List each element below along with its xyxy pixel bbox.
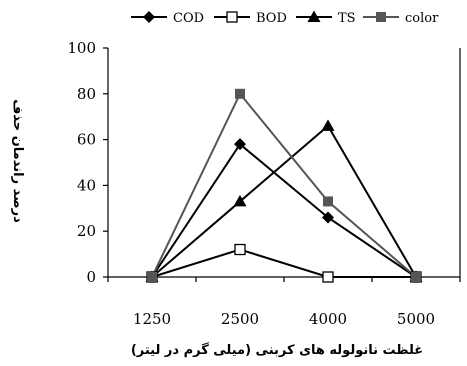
series-line-color bbox=[151, 91, 417, 278]
x-axis-title: غلظت نانولوله های کربنی (میلی گرم در لیت… bbox=[131, 342, 423, 358]
data-point-color bbox=[323, 196, 333, 207]
data-point-cod bbox=[322, 211, 334, 224]
x-tick-label: 5000 bbox=[397, 310, 435, 328]
data-point-color bbox=[411, 272, 421, 282]
x-tick-label: 4000 bbox=[309, 310, 347, 328]
y-tick-label: 60 bbox=[77, 131, 96, 149]
y-tick-label: 100 bbox=[67, 39, 96, 57]
x-axis: 1250 2500 4000 5000 bbox=[107, 277, 461, 328]
y-tick-label: 0 bbox=[86, 268, 96, 286]
legend: COD BOD TS color bbox=[131, 10, 439, 26]
series-line-ts bbox=[151, 124, 417, 278]
x-tick-label: 1250 bbox=[133, 310, 171, 328]
legend-label-cod: COD bbox=[173, 11, 204, 26]
y-axis-title: درصد راندمان حذف bbox=[10, 99, 25, 223]
legend-label-color: color bbox=[405, 11, 439, 26]
data-point-color bbox=[235, 88, 245, 99]
data-point-ts bbox=[233, 194, 247, 207]
y-tick-label: 80 bbox=[77, 85, 96, 103]
legend-marker-cod bbox=[143, 11, 155, 23]
series-markers bbox=[145, 88, 423, 283]
y-axis: 0 20 40 60 80 100 bbox=[67, 39, 108, 286]
legend-marker-ts bbox=[307, 10, 321, 22]
legend-marker-bod bbox=[226, 11, 238, 23]
x-tick-label: 2500 bbox=[221, 310, 259, 328]
series-line-bod bbox=[151, 248, 416, 278]
series-lines bbox=[151, 91, 417, 278]
data-point-bod bbox=[234, 243, 246, 256]
legend-label-ts: TS bbox=[338, 11, 356, 26]
data-point-ts bbox=[321, 119, 335, 131]
data-point-cod bbox=[234, 138, 246, 151]
y-tick-label: 40 bbox=[77, 176, 96, 194]
series-line-cod bbox=[151, 142, 417, 278]
y-tick-label: 20 bbox=[77, 222, 96, 240]
data-point-color bbox=[147, 272, 157, 282]
data-point-bod bbox=[322, 271, 334, 283]
legend-marker-color bbox=[376, 12, 386, 22]
legend-label-bod: BOD bbox=[256, 11, 287, 26]
